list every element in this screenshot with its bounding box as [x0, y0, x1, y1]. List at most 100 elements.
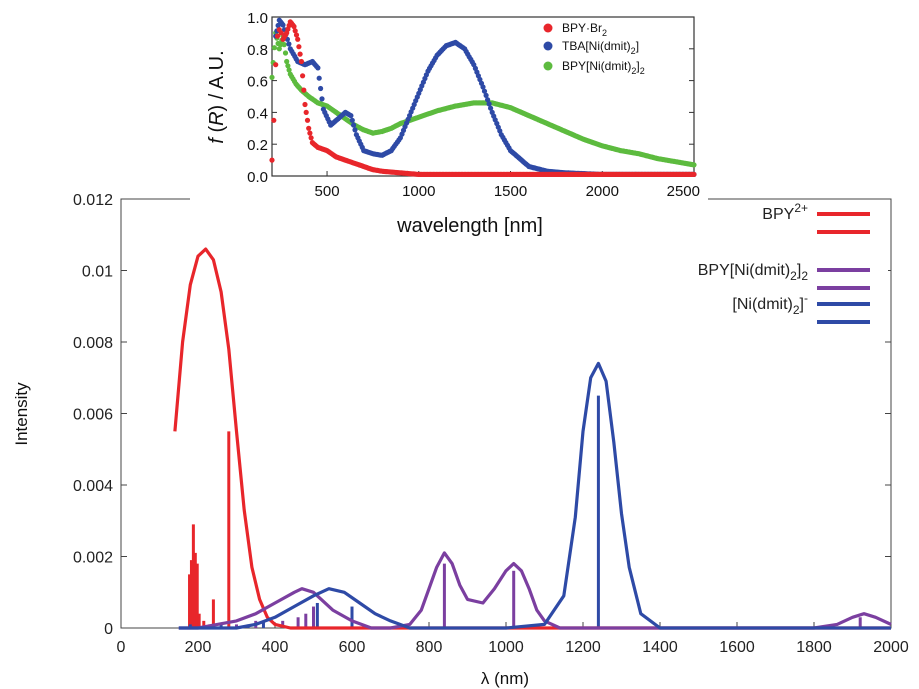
legend-text-part: [Ni(dmit) — [732, 296, 792, 313]
main-x-tick-label: 0 — [117, 639, 126, 656]
inset-y-tick-label: 0.0 — [247, 169, 268, 186]
legend-text-part: ] — [636, 39, 639, 53]
main-y-tick-label: 0.008 — [73, 335, 113, 352]
legend-text-part: BPY — [762, 206, 794, 223]
inset-y-tick-label: 0.8 — [247, 42, 268, 59]
legend-superscript: 2+ — [794, 201, 808, 215]
main-y-tick-label: 0.006 — [73, 407, 113, 424]
inset-data-point — [481, 88, 488, 94]
inset-data-point — [278, 30, 284, 36]
inset-data-point — [300, 73, 306, 79]
main-legend-label: [Ni(dmit)2]- — [732, 291, 808, 317]
inset-x-tick-label: 2500 — [667, 183, 700, 200]
main-y-tick-label: 0.01 — [82, 264, 113, 281]
legend-text-part: BPY[Ni(dmit) — [562, 59, 631, 73]
main-x-tick-label: 800 — [416, 639, 443, 656]
inset-data-point — [348, 113, 354, 119]
main-y-ticks: 0 0.002 0.004 0.006 0.008 0.01 0.012 — [73, 192, 891, 638]
inset-y-tick-label: 1.0 — [247, 10, 268, 27]
legend-subscript: 2 — [793, 303, 800, 317]
inset-data-point — [296, 44, 302, 50]
inset-legend-label: BPY[Ni(dmit)2]2 — [562, 59, 645, 76]
inset-data-point — [269, 157, 275, 163]
inset-data-point — [273, 62, 279, 68]
main-y-tick-label: 0 — [104, 621, 113, 638]
inset-y-tick-label: 0.4 — [247, 105, 268, 122]
inset-y-tick-label: 0.6 — [247, 74, 268, 91]
inset-legend-marker — [543, 23, 553, 33]
inset-data-point — [315, 65, 321, 71]
main-x-tick-label: 400 — [262, 639, 289, 656]
main-x-tick-label: 200 — [185, 639, 212, 656]
inset-data-point — [351, 122, 357, 128]
legend-text-part: ] — [800, 296, 804, 313]
inset-data-point — [274, 33, 281, 39]
main-x-axis-label: λ (nm) — [481, 669, 529, 688]
inset-x-axis-label: wavelength [nm] — [396, 215, 543, 237]
inset-data-point — [303, 109, 309, 115]
inset-data-point — [286, 67, 292, 73]
inset-data-point — [295, 36, 301, 42]
inset-data-point — [308, 135, 314, 141]
inset-data-point — [691, 162, 697, 168]
main-y-axis-label: Intensity — [12, 382, 31, 446]
main-y-tick-label: 0.004 — [73, 478, 113, 495]
main-x-tick-label: 2000 — [873, 639, 909, 656]
inset-data-point — [480, 84, 486, 90]
inset-data-point — [691, 171, 697, 178]
main-legend-label: BPY2+ — [762, 201, 808, 223]
inset-legend-label: TBA[Ni(dmit)2] — [562, 39, 639, 56]
inset-data-point — [281, 42, 287, 48]
inset-y-tick-label: 0.2 — [247, 137, 268, 154]
inset-data-point — [302, 101, 308, 108]
legend-subscript: 2 — [631, 46, 636, 56]
inset-data-point — [307, 130, 313, 136]
inset-chart: 0.0 0.2 0.4 0.6 0.8 1.0 500 1000 1500 2000 2500 w… — [190, 0, 708, 242]
legend-text-part: BPY[Ni(dmit) — [698, 262, 790, 279]
inset-data-point — [301, 87, 307, 93]
inset-data-point — [271, 117, 277, 123]
inset-legend-marker — [543, 61, 553, 71]
main-envelopes — [173, 247, 892, 630]
legend-subscript: 2 — [801, 269, 808, 283]
inset-data-point — [304, 117, 311, 123]
inset-data-point — [319, 96, 325, 102]
main-x-tick-label: 1800 — [796, 639, 832, 656]
inset-data-point — [297, 51, 303, 57]
inset-data-point — [280, 22, 286, 28]
inset-x-tick-label: 1000 — [402, 183, 435, 200]
legend-subscript: 2 — [631, 66, 636, 76]
legend-text-part: ] — [797, 262, 801, 279]
inset-data-point — [349, 117, 355, 123]
inset-data-point — [293, 32, 300, 38]
inset-data-point — [285, 63, 291, 69]
legend-subscript: 2 — [640, 66, 645, 76]
inset-data-point — [282, 50, 289, 56]
main-x-tick-label: 1200 — [565, 639, 601, 656]
inset-x-tick-label: 500 — [315, 183, 340, 200]
inset-data-point — [298, 58, 304, 65]
inset-data-point — [485, 97, 491, 103]
main-legend-label: BPY[Ni(dmit)2]2 — [698, 262, 809, 283]
main-chart: 0 0.002 0.004 0.006 0.008 0.01 0.012 0 200 400 60… — [12, 192, 909, 688]
legend-text-part: ] — [636, 59, 639, 73]
main-x-tick-label: 600 — [339, 639, 366, 656]
legend-subscript: 2 — [602, 28, 607, 38]
inset-data-point — [269, 74, 275, 80]
inset-data-point — [306, 125, 312, 131]
inset-x-tick-label: 2000 — [586, 183, 619, 200]
inset-data-point — [284, 58, 290, 65]
main-x-tick-label: 1400 — [642, 639, 678, 656]
inset-data-point — [278, 42, 284, 48]
main-envelope-line — [178, 361, 891, 630]
inset-x-tick-label: 1500 — [494, 183, 527, 200]
inset-data-point — [486, 101, 492, 107]
inset-data-point — [286, 41, 292, 47]
main-y-tick-label: 0.002 — [73, 550, 113, 567]
legend-subscript: 2 — [790, 269, 797, 283]
inset-points — [269, 17, 697, 178]
main-y-tick-label: 0.012 — [73, 192, 113, 209]
legend-text-part: TBA[Ni(dmit) — [562, 39, 631, 53]
